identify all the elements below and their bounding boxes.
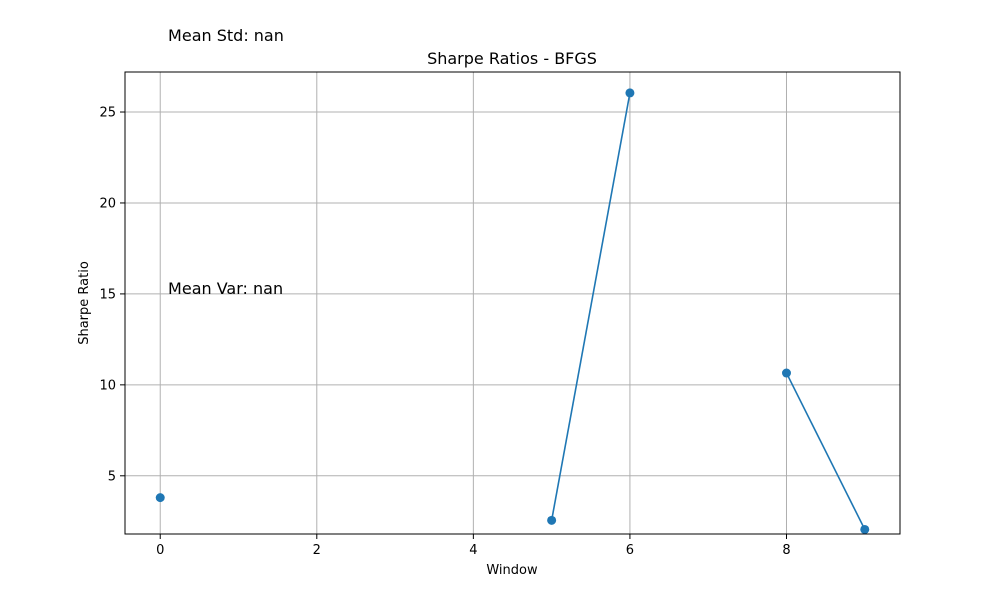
data-point xyxy=(781,368,791,378)
y-tick-label: 20 xyxy=(99,196,116,211)
x-tick-label: 6 xyxy=(626,543,634,558)
x-tick-label: 2 xyxy=(313,543,321,558)
axes-frame xyxy=(124,71,901,535)
x-tick-label: 4 xyxy=(469,543,477,558)
x-tick-label: 8 xyxy=(782,543,790,558)
y-tick-label: 10 xyxy=(99,378,116,393)
series-line xyxy=(785,372,866,530)
data-point xyxy=(860,524,870,534)
series-line xyxy=(550,92,631,521)
chart-title: Sharpe Ratios - BFGS xyxy=(427,49,597,68)
annotation-text: Mean Std: nan xyxy=(168,26,284,45)
series-layer xyxy=(155,88,870,534)
ticks-layer: 0 2 4 6 8 5 10 15 20 25 xyxy=(99,106,790,558)
y-tick-label: 25 xyxy=(99,106,116,121)
grid-layer xyxy=(125,72,900,534)
x-tick-label: 0 xyxy=(156,543,164,558)
data-point xyxy=(625,88,635,98)
y-axis-label: Sharpe Ratio xyxy=(77,261,92,345)
annotation-layer: Mean Std: nan Mean Var: nan xyxy=(168,26,284,298)
x-axis-label: Window xyxy=(486,563,538,578)
y-tick-label: 5 xyxy=(108,469,116,484)
annotation-text: Mean Var: nan xyxy=(168,279,283,298)
y-tick-label: 15 xyxy=(99,287,116,302)
data-point xyxy=(155,493,165,503)
data-point xyxy=(547,515,557,525)
